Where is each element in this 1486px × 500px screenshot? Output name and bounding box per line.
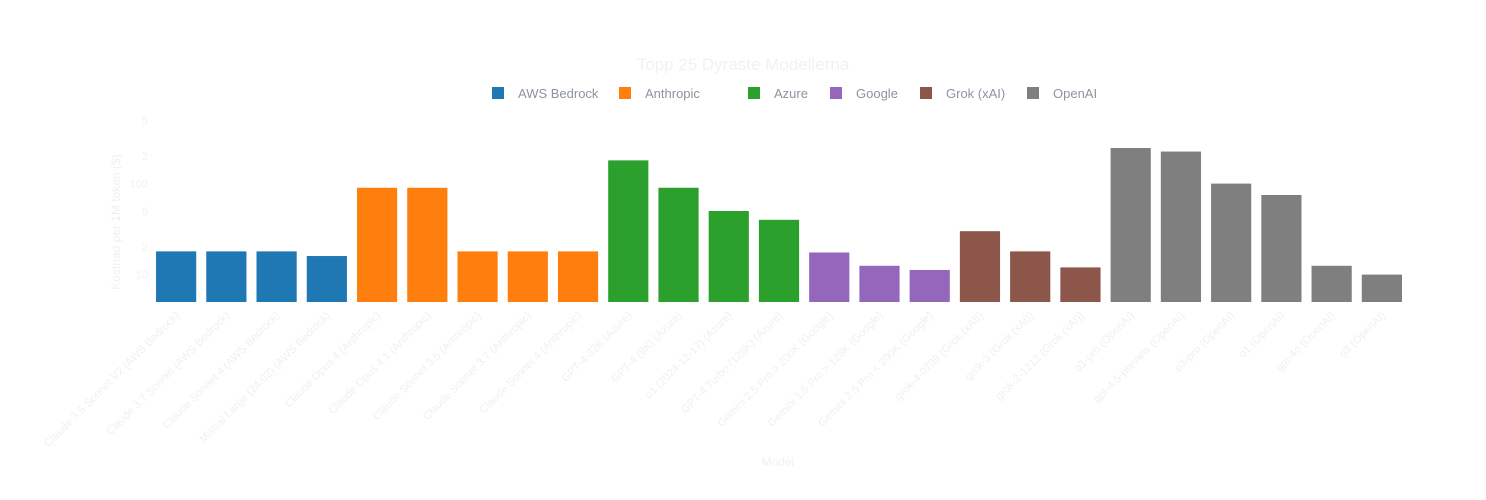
bar[interactable]: [507, 251, 548, 302]
bars: [156, 148, 1402, 302]
x-tick-label: Claude Sonnet 3.5 (Anthropic): [371, 310, 484, 423]
y-tick-label: 100: [130, 179, 148, 191]
chart-title: Topp 25 Dyraste Modellerna: [637, 55, 850, 74]
x-tick-label: gpt-4.5-preview (OpenAI): [1091, 310, 1187, 406]
x-tick-label: grok-2-1212 (Grok (xAI)): [993, 310, 1086, 403]
bar[interactable]: [156, 251, 197, 302]
bar[interactable]: [306, 256, 347, 302]
bar[interactable]: [457, 251, 498, 302]
legend-item[interactable]: Anthropic: [619, 86, 700, 101]
legend-item[interactable]: Google: [830, 86, 898, 101]
y-axis-ticks: 10 2 5 100 2 5: [130, 115, 148, 282]
legend-label: AWS Bedrock: [518, 86, 599, 101]
x-tick-label: Claude Opus 4.1 (Anthropic): [326, 310, 433, 417]
x-tick-label: grok-4-0709 (Grok (xAI)): [893, 310, 986, 403]
bar[interactable]: [909, 269, 950, 302]
bar[interactable]: [658, 187, 699, 302]
x-tick-label: o1 (OpenAI): [1237, 310, 1288, 361]
bar[interactable]: [1211, 183, 1252, 302]
x-tick-label: o3 (OpenAI): [1337, 310, 1388, 361]
legend-swatch: [920, 87, 932, 99]
bar[interactable]: [1110, 148, 1151, 302]
bar[interactable]: [407, 187, 448, 302]
legend-item[interactable]: Azure: [748, 86, 808, 101]
x-tick-label: Claude Opus 4 (Anthropic): [283, 310, 384, 411]
bar[interactable]: [356, 187, 398, 302]
y-tick-label: 5: [142, 115, 148, 127]
bar[interactable]: [1160, 151, 1202, 302]
legend-swatch: [748, 87, 760, 99]
x-axis-ticks: Claude 3.5 Sonnet V2 (AWS Bedrock)Claude…: [42, 310, 1388, 450]
bar[interactable]: [758, 219, 800, 302]
legend-swatch: [492, 87, 504, 99]
bar[interactable]: [1261, 194, 1302, 302]
bar[interactable]: [1010, 251, 1051, 302]
legend-item[interactable]: OpenAI: [1027, 86, 1097, 101]
bar[interactable]: [256, 251, 297, 302]
y-tick-label: 2: [142, 242, 148, 254]
legend-label: Google: [856, 86, 898, 101]
x-tick-label: Claude Sonnet 3.7 (Anthropic): [421, 310, 534, 423]
y-axis-label: Kostnad per 1M token ($): [109, 154, 123, 289]
x-axis-label: Model: [762, 455, 795, 469]
legend-swatch: [830, 87, 842, 99]
legend-swatch: [1027, 87, 1039, 99]
y-tick-label: 2: [142, 151, 148, 163]
legend: AWS Bedrock Anthropic Azure Google Grok (xAI…: [492, 86, 1097, 101]
y-tick-label: 10: [136, 270, 148, 282]
x-tick-label: GPT-4 Turbo (128K) (Azure): [679, 310, 785, 416]
bar[interactable]: [1060, 267, 1101, 302]
bar[interactable]: [859, 265, 900, 302]
x-tick-label: o1 (2024-12-17) (Azure): [643, 310, 735, 402]
bar[interactable]: [206, 251, 247, 302]
legend-swatch: [619, 87, 631, 99]
bar[interactable]: [959, 231, 1001, 302]
y-tick-label: 5: [142, 206, 148, 218]
legend-label: Grok (xAI): [946, 86, 1005, 101]
bar[interactable]: [1311, 265, 1352, 302]
bar[interactable]: [608, 160, 649, 302]
x-tick-label: Claude Sonnet 4 (Anthropic): [478, 310, 585, 417]
legend-item[interactable]: AWS Bedrock: [492, 86, 599, 101]
bar[interactable]: [1361, 274, 1402, 302]
legend-label: OpenAI: [1053, 86, 1097, 101]
bar[interactable]: [557, 251, 599, 302]
legend-label: Azure: [774, 86, 808, 101]
bar[interactable]: [809, 252, 850, 302]
legend-item[interactable]: Grok (xAI): [920, 86, 1005, 101]
bar[interactable]: [708, 211, 749, 302]
legend-label: Anthropic: [645, 86, 700, 101]
